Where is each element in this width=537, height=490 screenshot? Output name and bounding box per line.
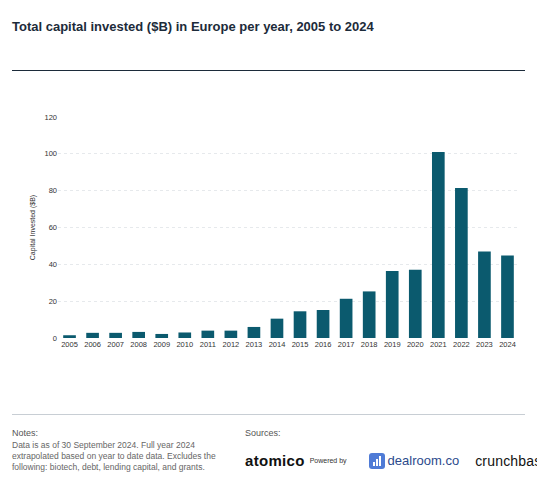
svg-text:120: 120 [44,113,57,122]
svg-text:Capital Invested ($B): Capital Invested ($B) [29,195,37,260]
svg-text:2008: 2008 [130,340,147,349]
svg-text:2005: 2005 [61,340,78,349]
svg-text:2010: 2010 [176,340,193,349]
svg-text:2011: 2011 [200,340,216,349]
svg-text:20: 20 [49,297,57,306]
svg-text:2016: 2016 [315,340,332,349]
svg-text:2007: 2007 [107,340,124,349]
svg-text:2021: 2021 [430,340,447,349]
svg-text:2012: 2012 [223,340,240,349]
svg-text:2022: 2022 [453,340,470,349]
html-text:Powered by: Powered by [309,457,347,464]
html-text:dealroom.co: dealroom.co [387,453,460,468]
svg-text:2018: 2018 [361,340,378,349]
svg-text:0: 0 [53,334,57,343]
html-text:Total capital invested ($B) in: Total capital invested ($B) in Europe pe… [12,19,374,34]
svg-text:2006: 2006 [84,340,101,349]
svg-text:2023: 2023 [476,340,493,349]
html-text:Data is as of 30 September 202: Data is as of 30 September 2024. Full ye… [12,440,216,472]
svg-text:100: 100 [44,149,57,158]
html-text:Sources:: Sources: [245,428,281,438]
svg-text:2024: 2024 [499,340,516,349]
svg-text:40: 40 [49,260,57,269]
svg-text:60: 60 [49,223,57,232]
svg-text:2014: 2014 [269,340,286,349]
svg-text:2017: 2017 [338,340,355,349]
html-text:atomico: atomico [245,452,305,469]
svg-text:2020: 2020 [407,340,424,349]
svg-text:2015: 2015 [292,340,309,349]
svg-text:80: 80 [49,186,57,195]
svg-text:2019: 2019 [384,340,401,349]
svg-text:2013: 2013 [246,340,263,349]
svg-text:2009: 2009 [153,340,170,349]
html-text:Notes:: Notes: [12,428,38,438]
